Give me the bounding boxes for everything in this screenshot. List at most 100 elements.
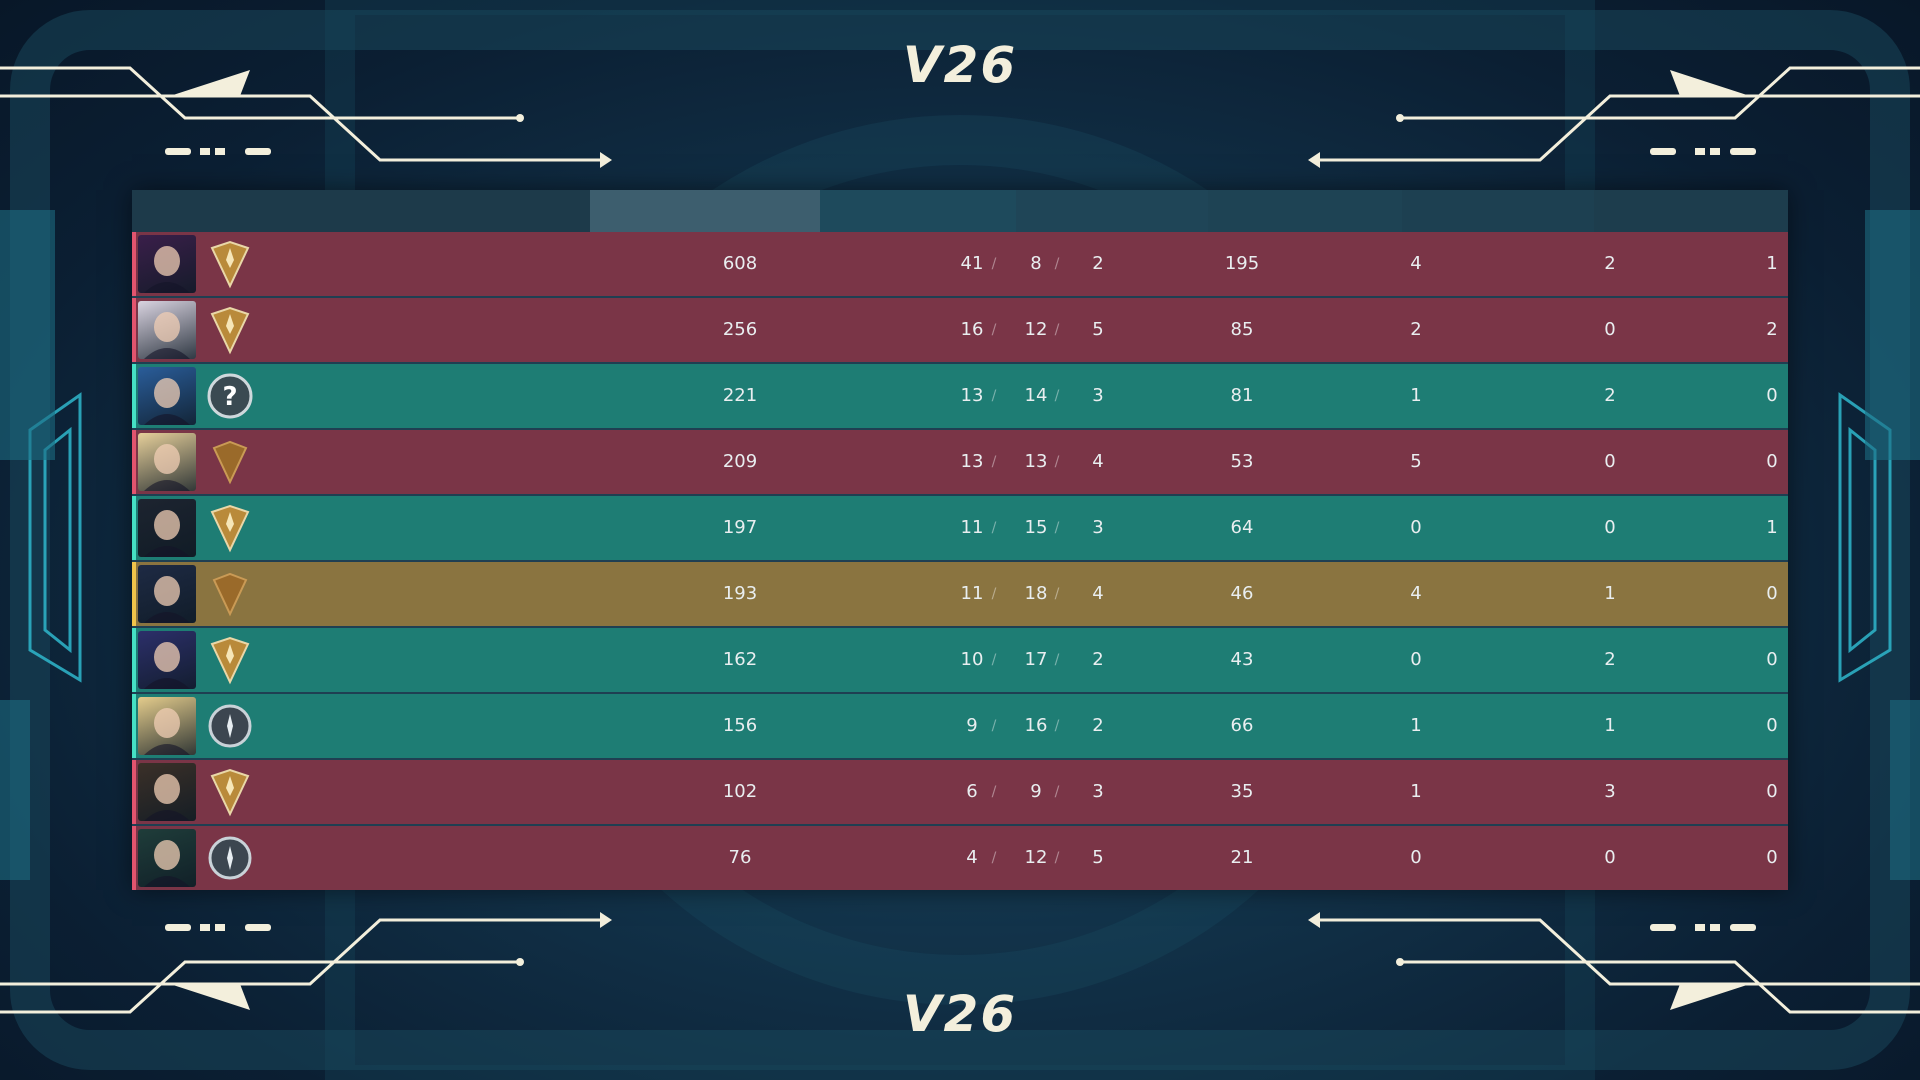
deaths-value: 9 <box>1030 781 1042 802</box>
plants-text: 0 <box>1766 715 1778 736</box>
logo-top: V26 <box>902 36 1018 94</box>
agent-portrait <box>138 367 196 425</box>
acs-value: 608 <box>722 253 758 274</box>
deaths-value: 18 <box>1024 583 1048 604</box>
logo-bottom: V26 <box>902 985 1018 1043</box>
team-indicator <box>132 430 136 494</box>
header-adr <box>1016 190 1208 232</box>
first-deaths-value: 0 <box>1604 847 1616 868</box>
deaths-value: 16 <box>1024 715 1048 736</box>
scoreboard-header <box>132 190 1788 232</box>
first-deaths-value: 2 <box>1604 385 1616 406</box>
team-indicator <box>132 232 136 296</box>
agent-portrait <box>138 565 196 623</box>
bronze-rank-icon <box>204 436 256 488</box>
adr-value: 195 <box>1224 253 1260 274</box>
gold-rank-icon <box>204 304 256 356</box>
kills-value: 13 <box>960 385 984 406</box>
kda-separator: / <box>1054 388 1060 404</box>
plants-text: 0 <box>1766 781 1778 802</box>
kills-value: 10 <box>960 649 984 670</box>
adr-value: 81 <box>1230 385 1254 406</box>
assists-value: 2 <box>1092 649 1104 670</box>
deaths-value: 15 <box>1024 517 1048 538</box>
first-deaths-value: 1 <box>1604 583 1616 604</box>
plants-text: 0 <box>1766 649 1778 670</box>
first-kills-value: 1 <box>1410 715 1422 736</box>
acs-value: 197 <box>722 517 758 538</box>
table-row: 256 16 / 12 / 5 85 2 0 2 <box>132 298 1788 362</box>
first-deaths-value: 1 <box>1604 715 1616 736</box>
first-kills-value: 4 <box>1410 583 1422 604</box>
kills-value: 11 <box>960 517 984 538</box>
first-deaths-value: 0 <box>1604 319 1616 340</box>
kda-separator: / <box>991 784 997 800</box>
team-indicator <box>132 364 136 428</box>
agent-portrait <box>138 499 196 557</box>
deaths-value: 17 <box>1024 649 1048 670</box>
first-kills-value: 5 <box>1410 451 1422 472</box>
kda-separator: / <box>991 652 997 668</box>
adr-value: 53 <box>1230 451 1254 472</box>
table-row: ? 221 13 / 14 / 3 81 1 2 0 <box>132 364 1788 428</box>
first-kills-value: 0 <box>1410 847 1422 868</box>
team-indicator <box>132 298 136 362</box>
team-indicator <box>132 496 136 560</box>
kda-separator: / <box>991 388 997 404</box>
table-row: 209 13 / 13 / 4 53 5 0 0 <box>132 430 1788 494</box>
kda-separator: / <box>1054 520 1060 536</box>
agent-portrait <box>138 763 196 821</box>
acs-value: 193 <box>722 583 758 604</box>
first-deaths-value: 3 <box>1604 781 1616 802</box>
adr-value: 85 <box>1230 319 1254 340</box>
svg-text:?: ? <box>222 382 237 412</box>
table-row: 162 10 / 17 / 2 43 0 2 0 <box>132 628 1788 692</box>
plants-text: 2 <box>1766 319 1778 340</box>
agent-portrait <box>138 235 196 293</box>
header-first-kills <box>1208 190 1402 232</box>
assists-value: 2 <box>1092 253 1104 274</box>
assists-value: 3 <box>1092 385 1104 406</box>
adr-value: 64 <box>1230 517 1254 538</box>
table-row: 193 11 / 18 / 4 46 4 1 0 <box>132 562 1788 626</box>
table-row: 76 4 / 12 / 5 21 0 0 0 <box>132 826 1788 890</box>
kda-separator: / <box>991 322 997 338</box>
first-kills-value: 1 <box>1410 385 1422 406</box>
adr-value: 46 <box>1230 583 1254 604</box>
gold-rank-icon <box>204 634 256 686</box>
table-row: 102 6 / 9 / 3 35 1 3 0 <box>132 760 1788 824</box>
acs-value: 156 <box>722 715 758 736</box>
acs-value: 102 <box>722 781 758 802</box>
kda-separator: / <box>991 850 997 866</box>
header-plants <box>1594 190 1788 232</box>
agent-portrait <box>138 433 196 491</box>
kda-separator: / <box>1054 586 1060 602</box>
gold-rank-icon <box>204 766 256 818</box>
deaths-value: 12 <box>1024 319 1048 340</box>
first-deaths-value: 0 <box>1604 451 1616 472</box>
acs-value: 256 <box>722 319 758 340</box>
kills-value: 6 <box>966 781 978 802</box>
kills-value: 16 <box>960 319 984 340</box>
plants-text: 1 <box>1766 253 1778 274</box>
gold-rank-icon <box>204 238 256 290</box>
kda-separator: / <box>1054 718 1060 734</box>
assists-value: 3 <box>1092 781 1104 802</box>
agent-portrait <box>138 829 196 887</box>
adr-value: 21 <box>1230 847 1254 868</box>
agent-portrait <box>138 697 196 755</box>
kda-separator: / <box>1054 652 1060 668</box>
plants-text: 0 <box>1766 451 1778 472</box>
kills-value: 9 <box>966 715 978 736</box>
table-row: 608 41 / 8 / 2 195 4 2 1 <box>132 232 1788 296</box>
kills-value: 11 <box>960 583 984 604</box>
first-kills-value: 1 <box>1410 781 1422 802</box>
deaths-value: 13 <box>1024 451 1048 472</box>
kda-separator: / <box>991 256 997 272</box>
assists-value: 3 <box>1092 517 1104 538</box>
first-kills-value: 2 <box>1410 319 1422 340</box>
kda-separator: / <box>1054 256 1060 272</box>
assists-value: 5 <box>1092 847 1104 868</box>
first-deaths-value: 2 <box>1604 253 1616 274</box>
team-indicator <box>132 562 136 626</box>
